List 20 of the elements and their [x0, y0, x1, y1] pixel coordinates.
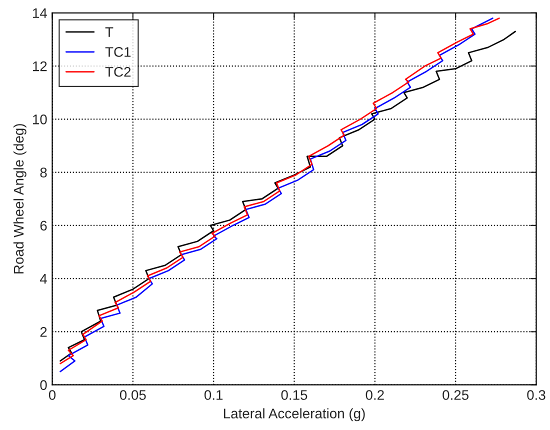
legend-label: TC1: [105, 47, 131, 57]
y-tick-label: 8: [40, 168, 47, 178]
y-tick-label: 12: [33, 61, 47, 72]
y-tick-label: 2: [40, 327, 47, 337]
x-tick-label: 0.25: [442, 390, 469, 400]
y-axis-title: Road Wheel Angle (deg): [13, 124, 26, 274]
x-tick-label: 0: [48, 390, 56, 400]
x-tick-label: 0.1: [204, 390, 223, 400]
legend-label: T: [105, 27, 114, 37]
y-tick-label: 14: [33, 8, 47, 18]
x-tick-label: 0.3: [527, 390, 546, 400]
x-tick-label: 0.05: [120, 390, 146, 400]
x-axis-title: Lateral Acceleration (g): [224, 408, 365, 422]
y-tick-label: 10: [33, 114, 47, 124]
y-tick-label: 6: [40, 220, 47, 231]
legend-label: TC2: [105, 66, 131, 77]
x-tick-label: 0.2: [366, 390, 384, 400]
y-tick-label: 0: [40, 380, 47, 390]
y-tick-label: 4: [40, 274, 47, 284]
x-tick-label: 0.15: [281, 390, 308, 400]
